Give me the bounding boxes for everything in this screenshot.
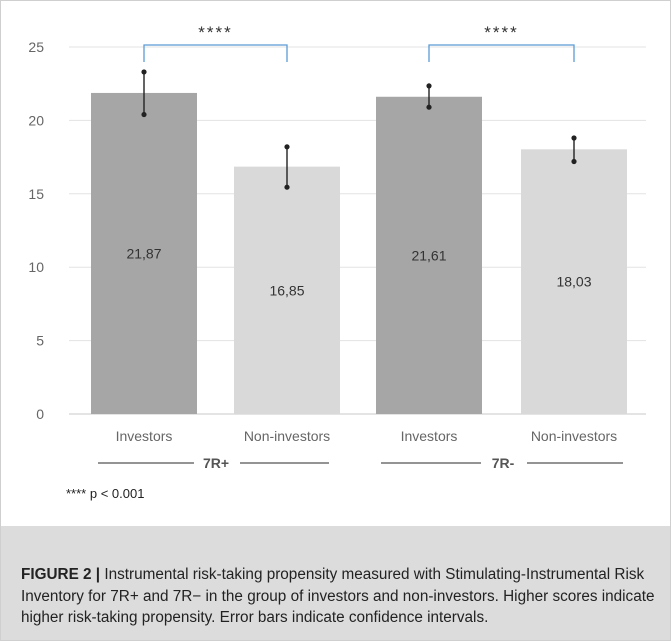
error-bar-cap [284, 184, 290, 190]
significance-bracket [428, 44, 575, 62]
group-label: 7R- [492, 455, 515, 471]
bar [376, 96, 482, 414]
x-tick-label: Investors [116, 428, 173, 444]
bar [521, 149, 627, 415]
data-label: 16,85 [269, 282, 304, 298]
x-tick-label: Non-investors [531, 428, 617, 444]
y-tick-label: 25 [28, 39, 44, 55]
error-bar-cap [571, 158, 577, 165]
significance-bracket [143, 44, 288, 62]
x-tick-label: Non-investors [244, 428, 330, 444]
error-bar-cap [426, 83, 432, 89]
bar [91, 92, 197, 415]
figure-label: FIGURE 2 | [21, 566, 101, 583]
significance-marker: **** [198, 23, 232, 42]
error-bar-cap [141, 111, 147, 118]
bar [234, 166, 340, 414]
y-tick-label: 5 [36, 333, 44, 349]
data-label: 21,61 [411, 247, 446, 263]
data-label: 21,87 [126, 245, 161, 261]
figure-caption: FIGURE 2 | Instrumental risk-taking prop… [21, 564, 661, 629]
y-tick-label: 15 [28, 186, 44, 202]
significance-marker: **** [484, 23, 518, 42]
error-bar-cap [571, 135, 577, 141]
error-bar-cap [426, 104, 432, 110]
y-tick-label: 0 [36, 406, 44, 422]
caption-box [1, 526, 670, 640]
x-tick-label: Investors [401, 428, 458, 444]
significance-footnote: **** p < 0.001 [66, 486, 145, 501]
group-label: 7R+ [203, 455, 229, 471]
bar-chart: 0 5 10 15 20 25 21,87 Investors 16,85 Non-investo… [28, 23, 646, 471]
y-tick-label: 20 [28, 112, 44, 128]
caption-text: Instrumental risk-taking propensity meas… [21, 566, 655, 626]
error-bar-cap [284, 144, 290, 150]
data-label: 18,03 [556, 274, 591, 290]
y-tick-label: 10 [28, 259, 44, 275]
error-bar-cap [141, 69, 147, 75]
